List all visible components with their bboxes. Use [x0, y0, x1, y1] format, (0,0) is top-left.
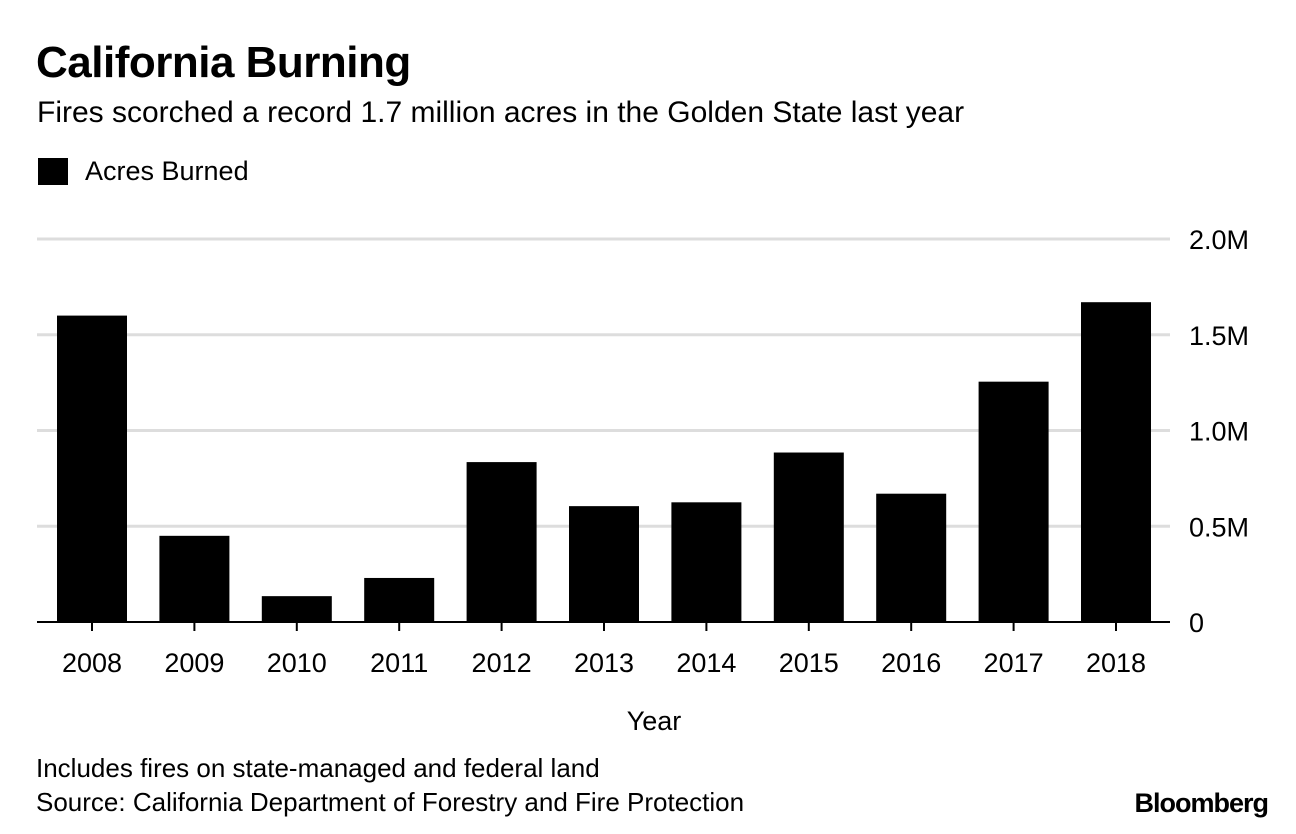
- bar-2009: [159, 535, 230, 622]
- bar-2010: [261, 596, 332, 622]
- bar-2015: [773, 452, 844, 622]
- y-tick-label-3: 1.5M: [1189, 321, 1249, 351]
- legend-swatch-acres-burned: [38, 158, 68, 185]
- y-tick-label-4: 2.0M: [1189, 225, 1249, 255]
- x-tick-label-2010: 2010: [267, 648, 327, 678]
- chart-subtitle: Fires scorched a record 1.7 million acre…: [37, 96, 965, 129]
- y-tick-label-2: 1.0M: [1189, 417, 1249, 447]
- x-tick-label-2013: 2013: [574, 648, 634, 678]
- y-tick-label-1: 0.5M: [1189, 512, 1249, 542]
- x-tick-label-2009: 2009: [164, 648, 224, 678]
- bar-2016: [876, 493, 947, 622]
- x-tick-label-2018: 2018: [1086, 648, 1146, 678]
- bar-2011: [364, 577, 435, 622]
- bar-2014: [671, 502, 742, 622]
- x-tick-label-2012: 2012: [472, 648, 532, 678]
- brand-logo: Bloomberg: [1134, 788, 1269, 818]
- bar-2012: [466, 462, 537, 622]
- x-tick-label-2015: 2015: [779, 648, 839, 678]
- y-axis-tick-labels: 0 0.5M 1.0M 1.5M 2.0M: [1189, 225, 1249, 638]
- bars: [57, 302, 1151, 622]
- chart-title: California Burning: [36, 38, 411, 87]
- x-tick-label-2014: 2014: [676, 648, 736, 678]
- legend: Acres Burned: [38, 156, 249, 187]
- x-tick-label-2017: 2017: [984, 648, 1044, 678]
- bar-2018: [1081, 302, 1151, 622]
- x-axis-tick-labels: 2008 2009 2010 2011 2012 2013 2014 2015 2016 2017…: [62, 648, 1146, 678]
- bar-chart: 2008 2009 2010 2011 2012 2013 2014 2015 2016 2017…: [37, 225, 1249, 736]
- bar-2017: [978, 381, 1049, 622]
- source-note: Source: California Department of Forestr…: [36, 787, 745, 817]
- x-tick-label-2011: 2011: [370, 648, 428, 678]
- footnote: Includes fires on state-managed and fede…: [36, 753, 600, 783]
- x-axis-title: Year: [627, 706, 682, 736]
- legend-label-acres-burned: Acres Burned: [85, 156, 249, 186]
- x-axis-ticks: [91, 622, 1117, 631]
- bar-2008: [57, 315, 127, 622]
- x-tick-label-2016: 2016: [881, 648, 941, 678]
- x-tick-label-2008: 2008: [62, 648, 122, 678]
- y-tick-label-0: 0: [1189, 608, 1204, 638]
- bar-2013: [569, 506, 639, 622]
